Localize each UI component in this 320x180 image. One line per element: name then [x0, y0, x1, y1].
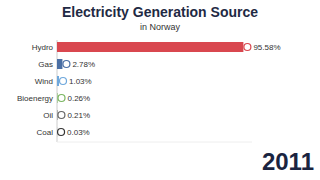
bar — [57, 59, 62, 69]
data-label: 2.78% — [72, 60, 95, 69]
bar — [57, 76, 59, 86]
category-label: Wind — [35, 77, 53, 86]
icon — [60, 78, 67, 85]
category-label: Coal — [37, 128, 54, 137]
data-label: 95.58% — [253, 43, 280, 52]
data-label: 1.03% — [69, 77, 92, 86]
icon — [63, 61, 70, 68]
subtitle: in Norway — [140, 22, 181, 32]
year-annotation: 2011 — [262, 148, 314, 175]
category-label: Hydro — [32, 43, 54, 52]
icon — [58, 129, 65, 136]
category-label: Gas — [38, 60, 53, 69]
category-label: Oil — [43, 111, 53, 120]
data-label: 0.21% — [67, 111, 90, 120]
y-axis-line — [57, 40, 58, 142]
icon — [58, 112, 65, 119]
icon — [244, 44, 251, 51]
chart-svg: Electricity Generation Source in Norway Hy… — [0, 0, 320, 180]
data-label: 0.26% — [68, 94, 91, 103]
icon — [58, 95, 65, 102]
bar — [57, 42, 243, 52]
chart-container: Electricity Generation Source in Norway Hy… — [0, 0, 320, 180]
data-label: 0.03% — [67, 128, 90, 137]
bars — [57, 42, 243, 137]
category-label: Bioenergy — [17, 94, 53, 103]
x-axis-line — [57, 142, 252, 143]
title: Electricity Generation Source — [62, 4, 258, 20]
